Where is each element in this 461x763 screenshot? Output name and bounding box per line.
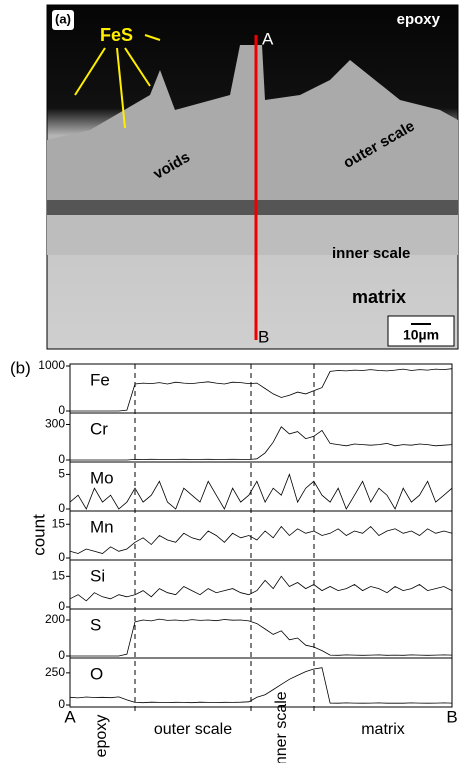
element-label: O <box>90 664 103 683</box>
y-tick-label: 300 <box>45 417 65 431</box>
y-axis-label: count <box>29 514 48 556</box>
y-tick-label: 5 <box>58 467 65 481</box>
panel-label: (b) <box>10 358 31 377</box>
fes-label: FeS <box>100 25 133 45</box>
element-label: S <box>90 615 101 634</box>
inner-scale-band <box>47 215 458 255</box>
profile-line <box>69 525 453 554</box>
fes-crystals <box>47 45 458 210</box>
profile-line <box>70 426 453 461</box>
x-start-label: A <box>64 707 76 726</box>
profile-line <box>69 667 453 704</box>
matrix-label: matrix <box>352 287 406 307</box>
subplot-frame <box>69 608 453 659</box>
point-b: B <box>258 327 269 346</box>
region-label: epoxy <box>93 715 110 758</box>
y-tick-label: 15 <box>52 568 66 582</box>
profile-line <box>69 473 453 510</box>
region-label: outer scale <box>154 721 232 738</box>
x-end-label: B <box>446 707 457 726</box>
subplot-frame <box>69 461 453 512</box>
y-tick-label: 0 <box>58 599 65 613</box>
y-tick-label: 0 <box>58 403 65 417</box>
y-tick-label: 0 <box>58 697 65 711</box>
region-label: matrix <box>361 721 405 738</box>
panel-b: (b) count A B Fe01000Cr0300Mo05Mn015Si01… <box>10 358 458 763</box>
epoxy-label: epoxy <box>397 11 441 28</box>
element-label: Mn <box>90 517 114 536</box>
profile-line <box>69 575 453 602</box>
y-tick-label: 0 <box>58 648 65 662</box>
inner-scale-label: inner scale <box>332 245 410 262</box>
y-tick-label: 200 <box>45 612 65 626</box>
region-label: inner scale <box>273 691 290 763</box>
y-tick-label: 1000 <box>38 358 65 372</box>
scale-bar-label: 10µm <box>403 327 439 343</box>
y-tick-label: 0 <box>58 452 65 466</box>
fes-arrows <box>74 34 161 129</box>
subplot-frame <box>69 363 453 414</box>
element-label: Mo <box>90 468 114 487</box>
y-tick-label: 15 <box>52 516 66 530</box>
point-a: A <box>262 29 274 48</box>
profile-line <box>70 618 453 657</box>
y-tick-label: 0 <box>58 550 65 564</box>
y-tick-label: 250 <box>45 665 65 679</box>
subplot-frame <box>69 412 453 463</box>
element-label: Si <box>90 566 105 585</box>
panel-a: (a) epoxy FeS A B voids outer scale inne… <box>46 4 459 350</box>
subplot-frame <box>69 657 453 708</box>
panel-label: (a) <box>55 11 71 26</box>
label-box <box>52 10 74 30</box>
profile-line <box>70 368 453 412</box>
element-label: Fe <box>90 370 110 389</box>
scale-bar-box <box>387 315 455 347</box>
element-label: Cr <box>90 419 108 438</box>
void-band <box>47 200 458 215</box>
y-tick-label: 0 <box>58 501 65 515</box>
subplot-frame <box>69 559 453 610</box>
